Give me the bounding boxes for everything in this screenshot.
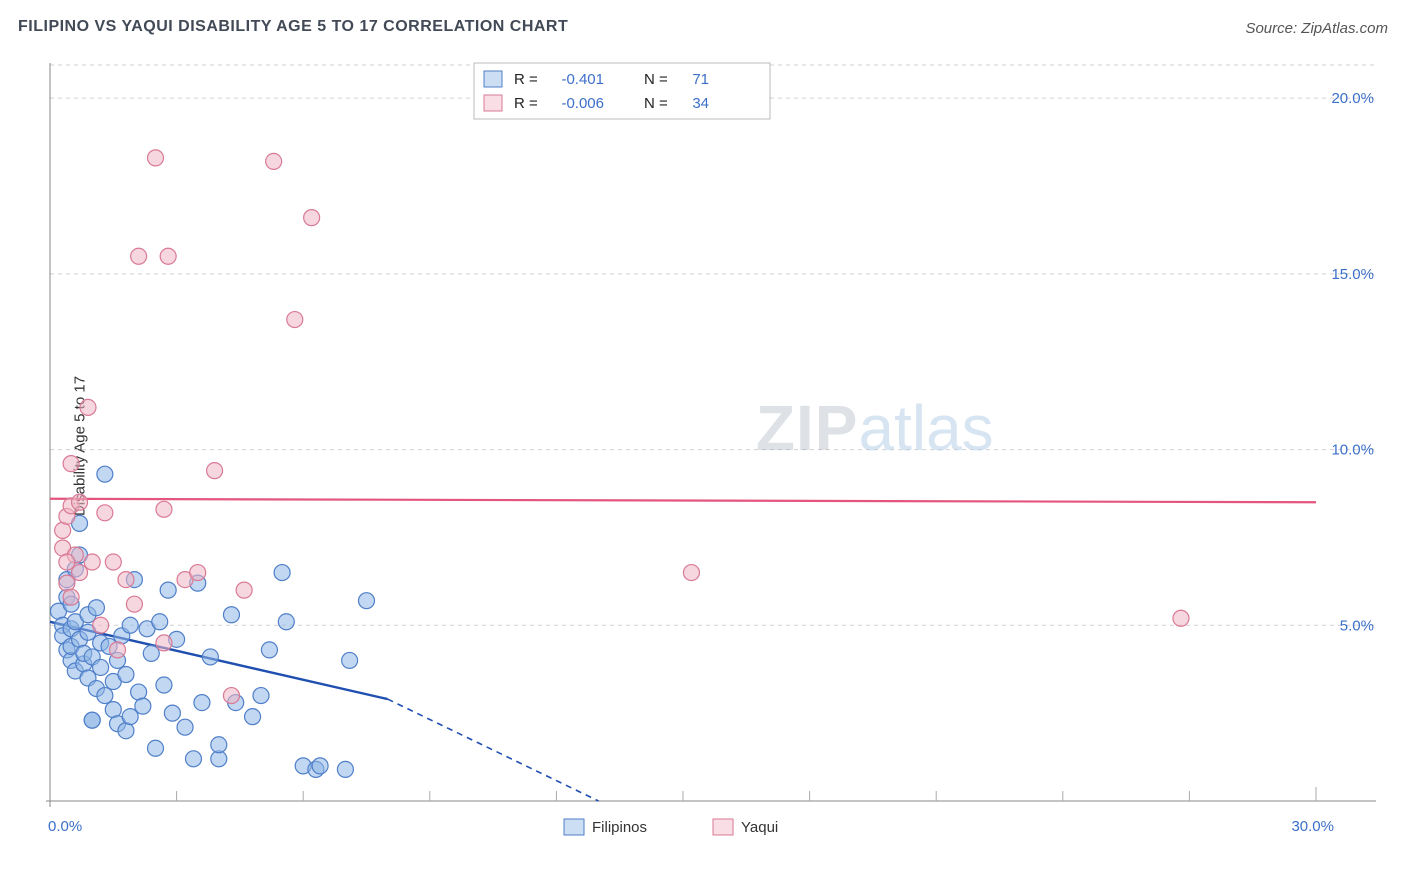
data-point (84, 712, 100, 728)
data-point (88, 600, 104, 616)
data-point (266, 153, 282, 169)
data-point (207, 463, 223, 479)
data-point (202, 649, 218, 665)
data-point (223, 607, 239, 623)
data-point (126, 596, 142, 612)
data-point (261, 642, 277, 658)
bottom-legend-swatch (713, 819, 733, 835)
bottom-legend-label: Filipinos (592, 819, 647, 836)
data-point (148, 150, 164, 166)
data-point (160, 582, 176, 598)
data-point (122, 709, 138, 725)
legend-n-value: 34 (692, 95, 709, 112)
data-point (148, 740, 164, 756)
data-point (245, 709, 261, 725)
scatter-chart-svg: ZIPatlas 5.0% 10.0% 15.0% 20.0% 0.0% 30.0% R = -… (44, 55, 1384, 845)
data-point (278, 614, 294, 630)
data-point (97, 466, 113, 482)
bottom-legend-label: Yaqui (741, 819, 778, 836)
data-point (105, 554, 121, 570)
data-point (312, 758, 328, 774)
data-point (1173, 610, 1189, 626)
data-point (122, 617, 138, 633)
data-point (253, 688, 269, 704)
legend-swatch (484, 95, 502, 111)
data-point (190, 565, 206, 581)
legend-swatch (484, 71, 502, 87)
data-point (97, 688, 113, 704)
y-tick-label: 10.0% (1331, 442, 1374, 459)
data-point (93, 659, 109, 675)
legend-r-value: -0.006 (561, 95, 604, 112)
data-point (156, 677, 172, 693)
data-point (274, 565, 290, 581)
x-origin-label: 0.0% (48, 818, 82, 835)
data-point (359, 593, 375, 609)
legend-r-value: -0.401 (561, 71, 604, 88)
data-point (177, 719, 193, 735)
data-point (185, 751, 201, 767)
data-point (211, 737, 227, 753)
data-point (80, 399, 96, 415)
data-point (63, 589, 79, 605)
data-point (97, 505, 113, 521)
svg-text:ZIPatlas: ZIPatlas (756, 392, 994, 464)
legend-r-label: R = (514, 95, 538, 112)
y-tick-label: 15.0% (1331, 266, 1374, 283)
data-point (110, 642, 126, 658)
y-tick-label: 5.0% (1340, 617, 1374, 634)
data-point (72, 494, 88, 510)
chart-area: ZIPatlas 5.0% 10.0% 15.0% 20.0% 0.0% 30.0% R = -… (44, 55, 1384, 845)
y-tick-label: 20.0% (1331, 90, 1374, 107)
data-point (152, 614, 168, 630)
legend-n-value: 71 (692, 71, 709, 88)
x-end-label: 30.0% (1291, 818, 1334, 835)
bottom-legend-swatch (564, 819, 584, 835)
data-point (118, 572, 134, 588)
data-point (236, 582, 252, 598)
data-point (135, 698, 151, 714)
source-attribution: Source: ZipAtlas.com (1245, 20, 1388, 37)
data-point (156, 635, 172, 651)
legend-n-label: N = (644, 95, 668, 112)
data-point (84, 554, 100, 570)
data-point (59, 554, 75, 570)
chart-title: FILIPINO VS YAQUI DISABILITY AGE 5 TO 17… (18, 18, 568, 35)
data-point (683, 565, 699, 581)
data-point (93, 617, 109, 633)
legend-n-label: N = (644, 71, 668, 88)
data-point (143, 645, 159, 661)
data-point (304, 210, 320, 226)
data-point (160, 248, 176, 264)
data-point (287, 312, 303, 328)
data-point (194, 695, 210, 711)
data-point (118, 666, 134, 682)
data-point (337, 761, 353, 777)
legend-r-label: R = (514, 71, 538, 88)
data-point (164, 705, 180, 721)
data-point (156, 501, 172, 517)
data-point (72, 565, 88, 581)
data-point (63, 456, 79, 472)
data-point (342, 652, 358, 668)
data-point (223, 688, 239, 704)
data-point (131, 248, 147, 264)
